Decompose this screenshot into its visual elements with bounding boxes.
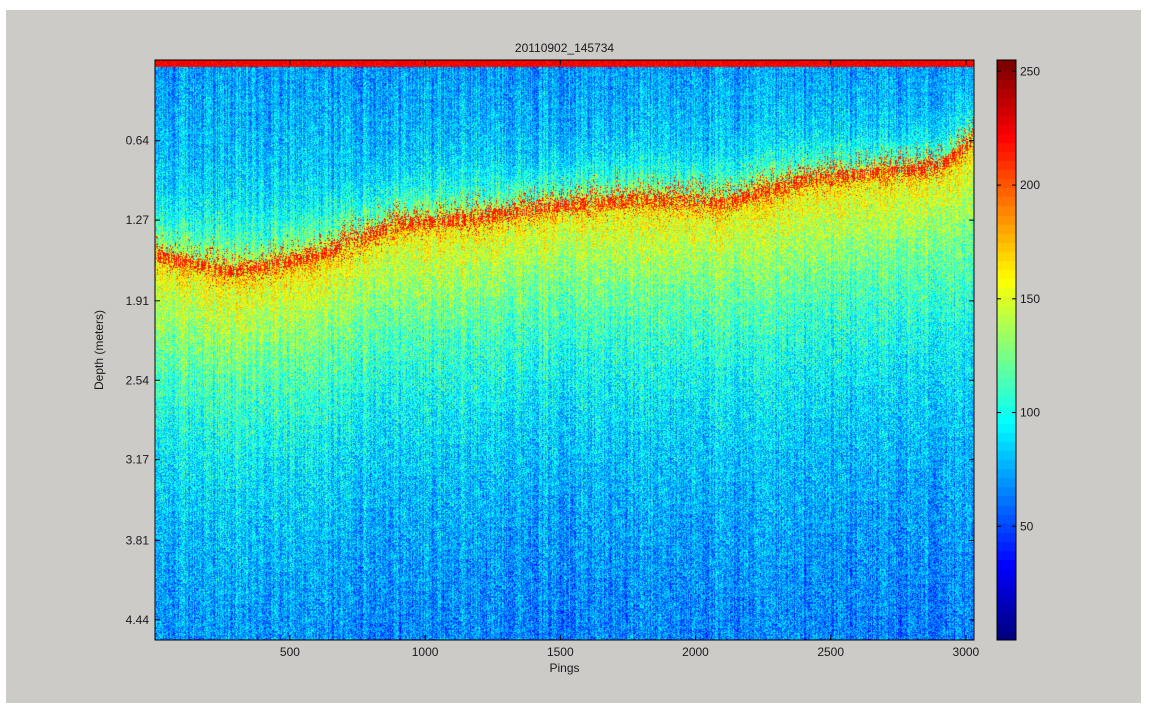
heatmap-container [155,60,974,640]
x-tick-label: 1000 [412,645,439,659]
heatmap-image [155,60,974,640]
colorbar: 50 100 150 200 250 [996,59,1040,641]
y-tick-label: 3.81 [126,533,150,547]
y-axis-label: Depth (meters) [92,310,106,390]
colorbar-tick-label: 100 [1020,406,1040,420]
x-tick-label: 2500 [817,645,844,659]
colorbar-ticks: 50 100 150 200 250 [997,64,1040,533]
y-tick-label: 4.44 [126,613,150,627]
figure-window: 20110902_145734 500 1000 1500 2000 2500 3000 … [6,10,1141,703]
x-axis-label: Pings [549,661,579,675]
colorbar-container [997,60,1016,640]
y-tick-label: 2.54 [126,373,150,387]
x-tick-label: 3000 [953,645,980,659]
y-axis: 0.64 1.27 1.91 2.54 3.17 3.81 4.44 [126,134,974,627]
colorbar-gradient [997,60,1016,640]
echogram-figure: 20110902_145734 500 1000 1500 2000 2500 3000 … [92,41,1040,675]
colorbar-tick-label: 50 [1020,519,1034,533]
x-tick-label: 1500 [547,645,574,659]
plot-axes: 500 1000 1500 2000 2500 3000 0.64 1.27 1.91 2.54… [126,59,980,659]
colorbar-frame [996,59,1017,641]
colorbar-tick-label: 200 [1020,178,1040,192]
y-tick-label: 3.17 [126,453,150,467]
x-axis: 500 1000 1500 2000 2500 3000 [280,60,980,659]
x-tick-label: 500 [280,645,300,659]
colorbar-tick-label: 250 [1020,64,1040,78]
y-tick-label: 1.27 [126,213,150,227]
x-tick-label: 2000 [682,645,709,659]
chart-title: 20110902_145734 [515,41,615,55]
y-tick-label: 1.91 [126,294,150,308]
colorbar-tick-label: 150 [1020,292,1040,306]
y-tick-label: 0.64 [126,134,150,148]
plot-frame [154,59,975,641]
